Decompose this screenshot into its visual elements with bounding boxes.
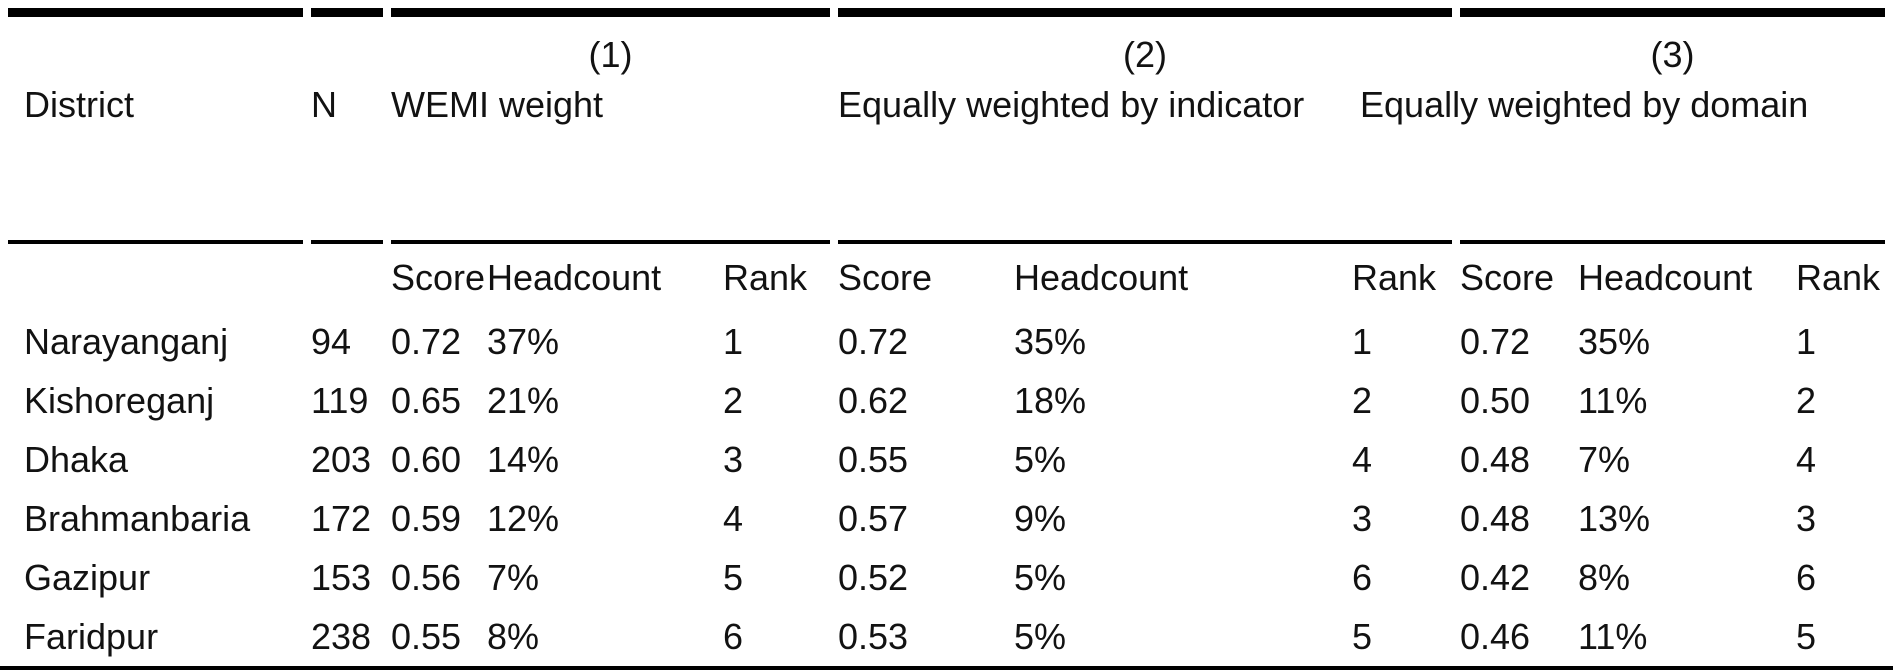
cell-rank-3: 5 [1796, 616, 1817, 657]
cell-score-2: 0.72 [838, 321, 909, 362]
subheader-score-2: Score [838, 257, 933, 298]
cell-rank-1: 3 [723, 439, 744, 480]
subheader-score-3: Score [1460, 257, 1555, 298]
table-row: Narayanganj 94 0.72 37% 1 0.72 35% 1 0.7… [8, 312, 1885, 371]
table-row: Brahmanbaria 172 0.59 12% 4 0.57 9% 3 0.… [8, 489, 1885, 548]
cell-score-2: 0.57 [838, 498, 909, 539]
cell-rank-2: 4 [1352, 439, 1373, 480]
subheader-empty-district [8, 244, 303, 312]
cell-score-1: 0.55 [391, 616, 462, 657]
cell-rank-2: 1 [1352, 321, 1373, 362]
cell-headcount-3: 7% [1578, 439, 1631, 480]
subheader-score-1: Score [391, 257, 486, 298]
cell-score-1: 0.65 [391, 380, 462, 421]
cell-headcount-3: 35% [1578, 321, 1651, 362]
subheader-empty-n [311, 244, 383, 312]
cell-n: 119 [311, 380, 369, 421]
cell-headcount-2: 9% [1014, 498, 1067, 539]
subheader-rank-3: Rank [1796, 257, 1881, 298]
cell-headcount-3: 11% [1578, 616, 1648, 657]
subheader-rank-2: Rank [1352, 257, 1437, 298]
cell-rank-2: 3 [1352, 498, 1373, 539]
subheader-headcount-3: Headcount [1578, 257, 1753, 298]
cell-district: Narayanganj [24, 321, 229, 362]
table-row: Faridpur 238 0.55 8% 6 0.53 5% 5 0.46 11… [8, 607, 1885, 666]
subheader-headcount-2: Headcount [1014, 257, 1189, 298]
cell-rank-2: 5 [1352, 616, 1373, 657]
cell-rank-3: 1 [1796, 321, 1817, 362]
group-header-row: District N (1) WEMI weight (2) Equally w… [8, 8, 1886, 244]
results-table-container: District N (1) WEMI weight (2) Equally w… [0, 8, 1893, 670]
cell-district: Dhaka [24, 439, 129, 480]
results-table: District N (1) WEMI weight (2) Equally w… [0, 8, 1893, 666]
cell-rank-1: 6 [723, 616, 744, 657]
header-district: District [8, 8, 303, 244]
cell-rank-2: 6 [1352, 557, 1373, 598]
cell-district: Gazipur [24, 557, 151, 598]
cell-headcount-1: 14% [487, 439, 560, 480]
group-2-number: (2) [1123, 34, 1168, 75]
cell-rank-3: 4 [1796, 439, 1817, 480]
cell-score-2: 0.53 [838, 616, 909, 657]
table-row: Dhaka 203 0.60 14% 3 0.55 5% 4 0.48 7% 4 [8, 430, 1885, 489]
cell-headcount-2: 18% [1014, 380, 1087, 421]
cell-headcount-2: 5% [1014, 557, 1067, 598]
cell-score-1: 0.60 [391, 439, 462, 480]
cell-score-1: 0.72 [391, 321, 462, 362]
cell-headcount-1: 12% [487, 498, 560, 539]
cell-score-3: 0.72 [1460, 321, 1531, 362]
cell-headcount-3: 8% [1578, 557, 1631, 598]
cell-n: 172 [311, 498, 372, 539]
cell-score-3: 0.42 [1460, 557, 1531, 598]
cell-n: 94 [311, 321, 352, 362]
cell-score-2: 0.62 [838, 380, 909, 421]
cell-score-2: 0.55 [838, 439, 909, 480]
subheader-row: Score Headcount Rank Score Headcount Ran… [8, 244, 1885, 312]
table-row: Kishoreganj 119 0.65 21% 2 0.62 18% 2 0.… [8, 371, 1885, 430]
cell-headcount-1: 8% [487, 616, 540, 657]
cell-headcount-1: 21% [487, 380, 560, 421]
table-row: Gazipur 153 0.56 7% 5 0.52 5% 6 0.42 8% … [8, 548, 1885, 607]
cell-headcount-3: 13% [1578, 498, 1651, 539]
cell-n: 203 [311, 439, 372, 480]
subheader-rank-1: Rank [723, 257, 808, 298]
cell-rank-1: 2 [723, 380, 744, 421]
cell-n: 153 [311, 557, 372, 598]
group-1-number: (1) [588, 34, 633, 75]
subheader-headcount-1: Headcount [487, 257, 662, 298]
group-1-label: WEMI weight [391, 84, 604, 125]
cell-headcount-3: 11% [1578, 380, 1648, 421]
group-header-1: (1) WEMI weight [391, 8, 831, 244]
cell-score-1: 0.59 [391, 498, 462, 539]
group-2-label: Equally weighted by indicator [838, 84, 1305, 125]
cell-headcount-2: 5% [1014, 439, 1067, 480]
cell-n: 238 [311, 616, 372, 657]
group-header-2: (2) Equally weighted by indicator [838, 8, 1453, 244]
cell-district: Faridpur [24, 616, 159, 657]
cell-score-1: 0.56 [391, 557, 462, 598]
group-3-label: Equally weighted by domain [1360, 84, 1809, 125]
cell-rank-2: 2 [1352, 380, 1373, 421]
cell-headcount-1: 37% [487, 321, 560, 362]
cell-score-3: 0.46 [1460, 616, 1531, 657]
cell-rank-1: 1 [723, 321, 744, 362]
cell-rank-1: 5 [723, 557, 744, 598]
cell-rank-3: 3 [1796, 498, 1817, 539]
group-3-number: (3) [1650, 34, 1695, 75]
cell-rank-3: 2 [1796, 380, 1817, 421]
cell-score-2: 0.52 [838, 557, 909, 598]
cell-rank-1: 4 [723, 498, 744, 539]
cell-district: Kishoreganj [24, 380, 215, 421]
cell-score-3: 0.50 [1460, 380, 1531, 421]
cell-rank-3: 6 [1796, 557, 1817, 598]
cell-headcount-1: 7% [487, 557, 540, 598]
cell-score-3: 0.48 [1460, 498, 1531, 539]
group-header-3: (3) Equally weighted by domain [1360, 8, 1886, 244]
cell-district: Brahmanbaria [24, 498, 251, 539]
cell-headcount-2: 35% [1014, 321, 1087, 362]
header-n: N [311, 8, 383, 244]
cell-score-3: 0.48 [1460, 439, 1531, 480]
cell-headcount-2: 5% [1014, 616, 1067, 657]
